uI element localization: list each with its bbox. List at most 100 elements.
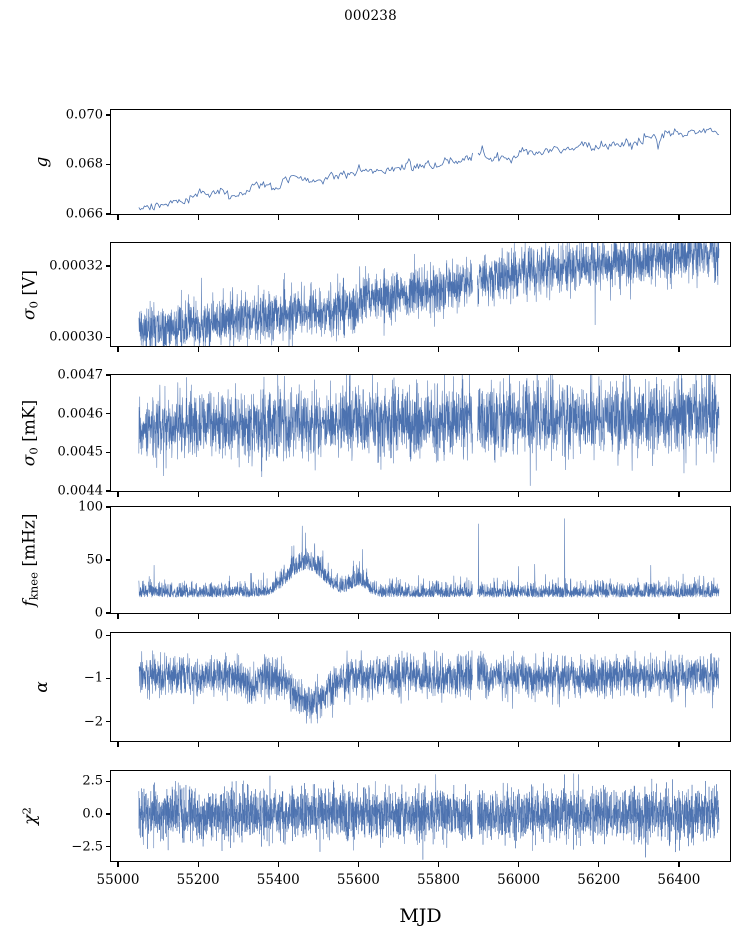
y-axis-label-fknee: fknee [mHz] (19, 513, 41, 607)
plot-panel-gain (110, 109, 731, 215)
x-tickmark (357, 862, 359, 867)
y-tick-label: 2.5 (82, 773, 103, 789)
y-tickmark (106, 490, 110, 492)
plot-panel-fknee (110, 506, 731, 614)
x-tickmark (518, 862, 520, 867)
y-tick-label: 0.070 (65, 107, 103, 123)
x-tickmark (437, 614, 440, 619)
series-chi2 (138, 773, 720, 860)
x-tick-label: 55400 (256, 872, 300, 888)
series-alpha (138, 650, 720, 724)
x-tickmark (197, 862, 199, 867)
x-axis-label: MJD (399, 905, 442, 927)
x-tickmark (277, 215, 279, 220)
plot-panel-chi2 (110, 770, 731, 862)
y-tick-label: 0.068 (65, 156, 103, 172)
x-tickmark (678, 492, 680, 497)
x-tickmark (117, 215, 119, 220)
y-tick-label: 0.0045 (57, 444, 104, 460)
x-tick-label: 56000 (497, 872, 541, 888)
y-tickmark (106, 559, 110, 561)
y-tickmark (106, 413, 110, 415)
x-tickmark (598, 862, 600, 867)
x-tickmark (598, 492, 600, 497)
y-tickmark (106, 846, 110, 848)
y-tick-label: 0.00032 (49, 258, 103, 274)
x-tickmark (117, 347, 119, 352)
x-tickmark (518, 614, 520, 619)
x-tick-label: 56200 (577, 872, 621, 888)
x-tickmark (277, 862, 279, 867)
y-tick-label: −2.5 (71, 839, 103, 855)
x-tickmark (518, 742, 520, 747)
y-tickmark (106, 612, 110, 614)
x-tickmark (117, 492, 119, 497)
x-tickmark (437, 215, 440, 220)
x-tickmark (437, 347, 440, 352)
y-tick-label: 0.0044 (57, 483, 104, 499)
x-tickmark (197, 614, 199, 619)
x-tickmark (598, 347, 600, 352)
y-axis-label-chi2: χ2 (19, 807, 41, 825)
y-tickmark (106, 780, 110, 783)
x-tickmark (357, 347, 359, 352)
y-axis-label-sigma0_mk: σ0 [mK] (19, 399, 41, 467)
x-tick-label: 55800 (417, 872, 460, 888)
x-tickmark (678, 862, 680, 867)
y-tickmark (106, 506, 110, 508)
x-tickmark (598, 742, 600, 747)
x-tickmark (357, 215, 359, 220)
x-tickmark (678, 347, 680, 352)
plot-panel-sigma0_mk (110, 374, 731, 492)
x-tickmark (518, 215, 520, 220)
x-tickmark (277, 347, 279, 352)
x-tickmark (117, 614, 119, 619)
y-tick-label: 100 (78, 499, 103, 515)
y-tickmark (106, 813, 110, 815)
series-sigma0_mk (138, 375, 720, 486)
x-tickmark (678, 614, 680, 619)
x-tickmark (117, 862, 119, 867)
x-tickmark (598, 215, 600, 220)
y-tick-label: 0 (94, 605, 103, 621)
x-tickmark (197, 492, 199, 497)
x-tickmark (437, 862, 440, 867)
y-tick-label: 0.0047 (57, 367, 104, 383)
y-tickmark (106, 374, 110, 376)
series-gain (138, 127, 720, 211)
y-axis-label-sigma0_volts: σ0 [V] (19, 269, 41, 320)
figure-title: 000238 (344, 8, 397, 24)
y-tickmark (106, 265, 110, 267)
y-tickmark (106, 634, 110, 636)
x-tickmark (678, 742, 680, 747)
x-tickmark (197, 742, 199, 747)
y-tick-label: −2 (83, 714, 103, 730)
x-tickmark (277, 492, 279, 497)
series-fknee (138, 518, 720, 598)
x-tickmark (117, 742, 119, 747)
y-tickmark (106, 163, 110, 166)
y-tickmark (106, 336, 110, 338)
y-tick-label: 0.00030 (49, 329, 103, 345)
x-tickmark (437, 492, 440, 497)
x-tickmark (357, 492, 359, 497)
x-tickmark (357, 742, 359, 747)
x-tickmark (197, 347, 199, 352)
x-tick-label: 55600 (336, 872, 380, 888)
x-tick-label: 55000 (96, 872, 140, 888)
y-tick-label: 0.066 (65, 206, 103, 222)
y-tick-label: −1 (83, 670, 103, 686)
plot-panel-alpha (110, 632, 731, 742)
x-tickmark (357, 614, 359, 619)
x-tickmark (277, 742, 279, 747)
x-tickmark (277, 614, 279, 619)
x-tickmark (598, 614, 600, 619)
plot-panel-sigma0_volts (110, 242, 731, 347)
y-tickmark (106, 451, 110, 453)
y-tick-label: 0 (94, 627, 103, 643)
series-sigma0_volts (138, 243, 720, 346)
x-tickmark (518, 347, 520, 352)
x-tickmark (678, 215, 680, 220)
y-axis-label-alpha: α (32, 681, 52, 693)
